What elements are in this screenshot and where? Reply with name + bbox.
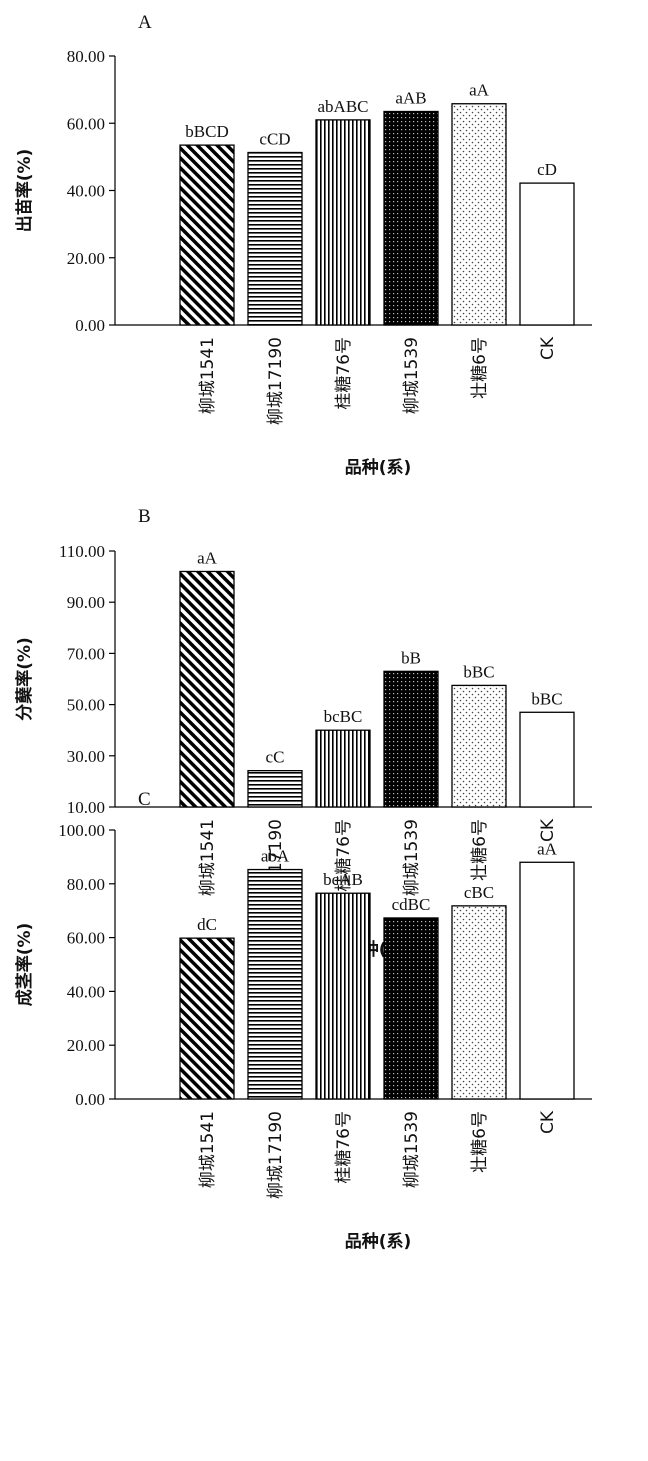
category-label: 柳城1539 xyxy=(402,1111,422,1188)
category-label: 壮糖6号 xyxy=(470,1111,490,1173)
bar-4 xyxy=(383,917,439,1100)
y-tick-label: 110.00 xyxy=(59,542,105,561)
bar-1 xyxy=(179,937,235,1100)
category-label: 柳城1541 xyxy=(198,337,218,414)
y-tick-label: 70.00 xyxy=(67,644,105,663)
bar-6 xyxy=(519,182,575,326)
category-label: 柳城1539 xyxy=(402,819,422,896)
y-tick-label: 0.00 xyxy=(75,316,105,335)
bar-significance-label: bcAB xyxy=(323,870,363,889)
y-tick-label: 100.00 xyxy=(58,821,105,840)
bar-1 xyxy=(179,570,235,808)
y-tick-label: 40.00 xyxy=(67,182,105,201)
y-tick-label: 30.00 xyxy=(67,747,105,766)
bar-4 xyxy=(383,110,439,326)
bar-5 xyxy=(451,905,507,1100)
bar-significance-label: cBC xyxy=(464,883,494,902)
panel-b: B 10.00 30.00 50.00 70.00 90.00 110.00 分蘖率(%) aA… xyxy=(14,506,592,960)
bar-3 xyxy=(315,892,371,1100)
bar-significance-label: abA xyxy=(261,847,290,866)
x-axis-title: 品种(系) xyxy=(345,1231,412,1252)
bar-2 xyxy=(247,769,303,808)
bar-significance-label: cdBC xyxy=(392,895,431,914)
panel-a: A 0.00 20.00 40.00 60.00 80.00 出苗率(%) bBCD 柳城154… xyxy=(14,12,592,478)
category-label: 柳城1541 xyxy=(198,819,218,896)
y-tick-label: 40.00 xyxy=(67,982,105,1001)
bar-significance-label: aA xyxy=(197,548,218,567)
panel-c: C 0.00 20.00 40.00 60.00 80.00 100.00 成茎率(%) dC 柳… xyxy=(14,789,592,1252)
panel-letter: A xyxy=(138,12,152,33)
category-label: 桂糖76号 xyxy=(334,1111,354,1184)
category-label: 柳城1539 xyxy=(402,337,422,414)
bar-4 xyxy=(383,670,439,808)
bar-2 xyxy=(247,151,303,326)
bar-1 xyxy=(179,144,235,326)
y-tick-label: 20.00 xyxy=(67,249,105,268)
category-label: 壮糖6号 xyxy=(470,819,490,881)
y-axis-title: 出苗率(%) xyxy=(14,149,35,233)
y-tick-label: 90.00 xyxy=(67,593,105,612)
bar-significance-label: aA xyxy=(537,839,558,858)
y-tick-label: 50.00 xyxy=(67,696,105,715)
bar-significance-label: bcBC xyxy=(324,707,363,726)
y-tick-label: 60.00 xyxy=(67,929,105,948)
bar-significance-label: abABC xyxy=(318,97,369,116)
panel-letter: C xyxy=(138,789,151,810)
y-tick-label: 80.00 xyxy=(67,47,105,66)
y-tick-label: 60.00 xyxy=(67,114,105,133)
category-label: CK xyxy=(538,818,558,842)
bar-significance-label: dC xyxy=(197,915,217,934)
bar-significance-label: cC xyxy=(266,748,285,767)
bar-significance-label: aA xyxy=(469,81,490,100)
y-tick-label: 0.00 xyxy=(75,1090,105,1109)
bar-2 xyxy=(247,868,303,1100)
bar-3 xyxy=(315,119,371,326)
bar-significance-label: bBC xyxy=(463,662,494,681)
category-label: 桂糖76号 xyxy=(334,819,354,892)
panel-letter: B xyxy=(138,506,151,527)
bar-significance-label: bBCD xyxy=(185,122,228,141)
bar-5 xyxy=(451,103,507,326)
category-label: 柳城17190 xyxy=(266,1111,286,1199)
bar-5 xyxy=(451,684,507,808)
y-tick-label: 20.00 xyxy=(67,1036,105,1055)
y-tick-label: 10.00 xyxy=(67,798,105,817)
category-label: 柳城1541 xyxy=(198,1111,218,1188)
bar-6 xyxy=(519,861,575,1100)
category-label: 壮糖6号 xyxy=(470,337,490,399)
category-label: CK xyxy=(538,336,558,360)
category-label: 柳城17190 xyxy=(266,337,286,425)
bar-significance-label: cD xyxy=(537,160,557,179)
category-label: CK xyxy=(538,1110,558,1134)
x-axis-title: 品种(系) xyxy=(345,457,412,478)
y-tick-label: 80.00 xyxy=(67,875,105,894)
bar-significance-label: cCD xyxy=(259,130,290,149)
bar-6 xyxy=(519,711,575,808)
category-label: 桂糖76号 xyxy=(334,337,354,410)
bar-significance-label: bBC xyxy=(531,689,562,708)
bar-significance-label: aAB xyxy=(395,88,426,107)
y-axis-title: 分蘖率(%) xyxy=(14,637,35,721)
bar-3 xyxy=(315,729,371,808)
y-axis-title: 成茎率(%) xyxy=(14,923,35,1007)
bar-significance-label: bB xyxy=(401,648,421,667)
